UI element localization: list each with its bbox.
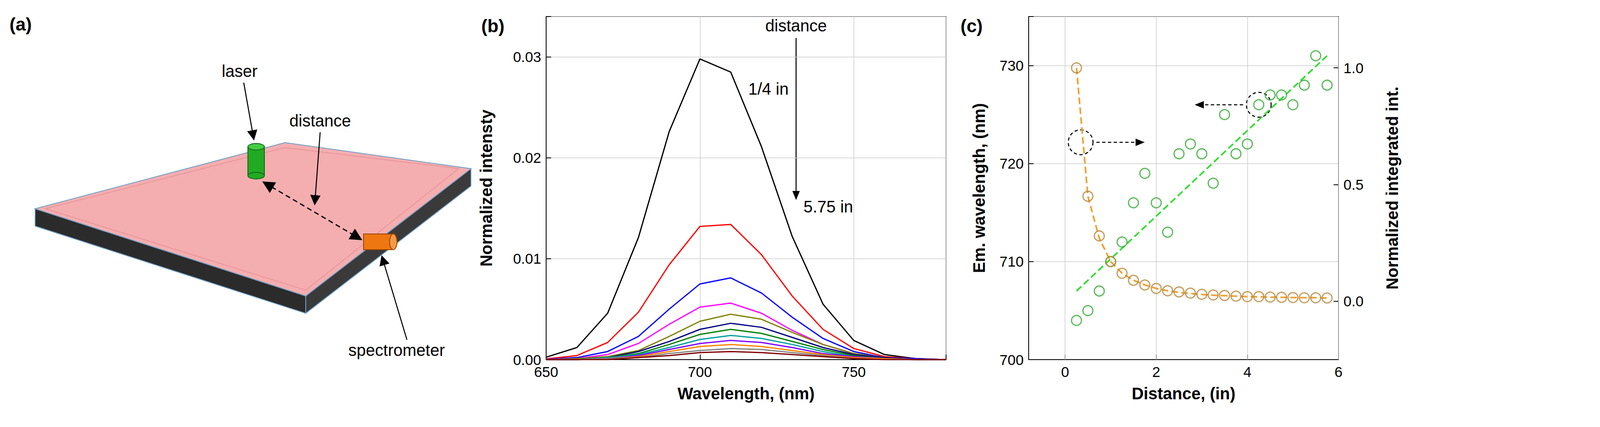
svg-text:0.01: 0.01	[513, 250, 542, 267]
svg-text:laser: laser	[221, 61, 258, 81]
svg-text:0.02: 0.02	[513, 149, 542, 166]
svg-text:730: 730	[999, 57, 1024, 74]
svg-text:spectrometer: spectrometer	[348, 340, 445, 359]
svg-text:720: 720	[999, 155, 1024, 172]
svg-text:750: 750	[841, 363, 866, 380]
svg-text:4: 4	[1243, 363, 1252, 380]
svg-text:1/4 in: 1/4 in	[748, 79, 789, 98]
svg-text:6: 6	[1334, 363, 1343, 380]
svg-text:0.5: 0.5	[1343, 176, 1364, 193]
svg-text:5.75 in: 5.75 in	[803, 197, 854, 216]
svg-text:Normalized integrated int.: Normalized integrated int.	[1383, 86, 1402, 290]
svg-text:650: 650	[534, 363, 559, 380]
svg-text:distance: distance	[289, 111, 352, 130]
svg-text:(a): (a)	[9, 14, 32, 35]
svg-text:2: 2	[1152, 363, 1161, 380]
svg-text:Distance, (in): Distance, (in)	[1131, 384, 1236, 403]
svg-text:Em. wavelength, (nm): Em. wavelength, (nm)	[969, 102, 989, 273]
svg-text:Normalized intensty: Normalized intensty	[477, 109, 496, 267]
svg-text:700: 700	[687, 363, 712, 380]
svg-text:1.0: 1.0	[1343, 59, 1364, 77]
svg-text:distance: distance	[765, 16, 828, 35]
svg-text:Wavelength, (nm): Wavelength, (nm)	[677, 384, 815, 403]
svg-text:0.03: 0.03	[513, 48, 542, 65]
svg-text:710: 710	[999, 253, 1024, 270]
svg-text:0.0: 0.0	[1343, 292, 1364, 310]
svg-text:0: 0	[1061, 363, 1070, 380]
svg-text:700: 700	[999, 351, 1024, 368]
svg-text:0.00: 0.00	[513, 351, 542, 368]
svg-text:(c): (c)	[960, 15, 983, 36]
svg-text:(b): (b)	[481, 15, 505, 36]
